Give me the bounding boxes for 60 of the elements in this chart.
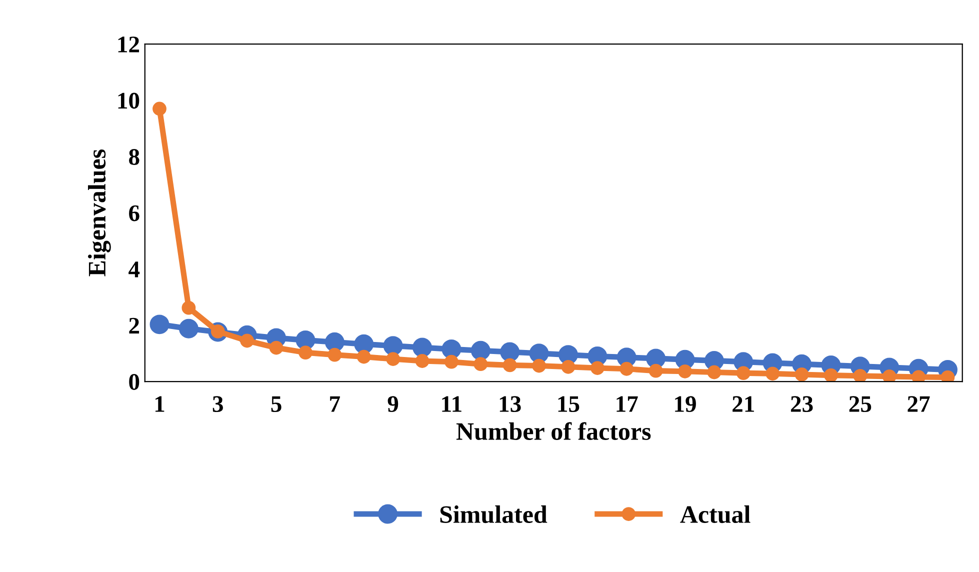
point [444,354,458,369]
x-tick-label: 23 [790,396,813,412]
legend-label: Actual [680,505,750,524]
y-tick-label: 2 [129,318,140,334]
point [502,358,517,372]
y-tick-label: 0 [129,374,140,390]
point [882,370,896,382]
point [269,340,284,355]
point [853,368,868,382]
y-tick-label: 6 [129,205,140,222]
x-tick-label: 9 [388,396,398,412]
point [152,102,166,116]
point [383,336,403,356]
x-tick-label: 7 [330,396,340,412]
point [766,366,780,381]
x-tick-label: 19 [675,396,696,412]
point [474,357,488,372]
x-tick-label: 13 [500,396,521,412]
point [356,350,371,364]
point [178,318,198,338]
point [590,361,604,375]
x-axis-title: Number of factors [456,422,651,440]
x-tick-label: 15 [558,396,580,412]
point [678,364,692,378]
point [707,365,722,380]
x-tick-label: 17 [616,396,638,412]
point [328,348,342,362]
point [824,368,838,382]
x-tick-label: 21 [732,396,754,412]
x-tick-label: 3 [212,396,223,412]
point [386,352,400,366]
point [736,366,750,380]
point [470,340,490,360]
point [415,354,430,368]
point [620,362,634,376]
point [794,368,809,382]
point [648,364,663,378]
x-tick-label: 5 [271,396,282,412]
x-tick-label: 1 [155,396,164,412]
point [324,332,344,352]
y-tick-label: 12 [118,36,140,52]
x-tick-label: 11 [442,396,462,412]
legend-label: Simulated [440,505,548,524]
point [912,370,926,382]
point [561,360,576,374]
y-tick-label: 10 [118,92,140,109]
point [150,314,170,334]
y-tick-label: 4 [128,262,140,278]
y-tick-label: 8 [129,149,140,165]
point [442,339,462,359]
point [354,334,374,354]
y-axis-title: Eigenvalues [88,150,111,276]
x-tick-label: 27 [908,396,930,412]
point [532,358,546,373]
point [500,342,520,362]
point [940,370,955,382]
point [298,346,312,360]
point [182,300,196,315]
point [412,338,432,358]
x-tick-label: 25 [849,396,872,412]
